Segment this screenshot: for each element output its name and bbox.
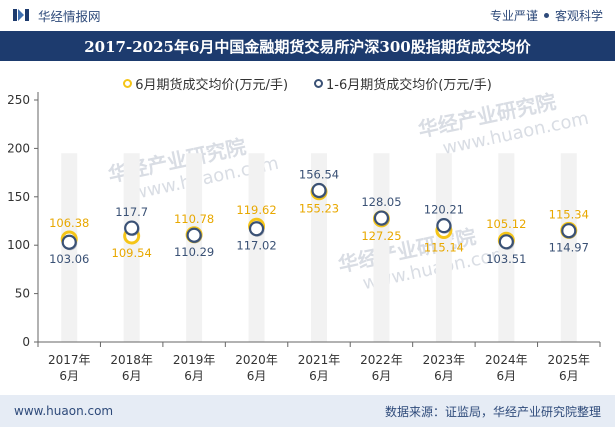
series2-data-label: 103.51 [486, 252, 526, 266]
series2-point [498, 234, 514, 250]
y-tick-label: 100 [7, 238, 30, 252]
footer-url: www.huaon.com [14, 404, 114, 418]
series2-data-label: 120.21 [424, 203, 464, 217]
legend-marker-series1-icon [123, 79, 133, 88]
footer-source: 数据来源：证监局，华经产业研究院整理 [384, 404, 601, 419]
category-band [311, 153, 327, 342]
tagline-right: 客观科学 [554, 8, 603, 23]
x-tick-label: 2021年 6月 [298, 353, 341, 383]
x-tick-label: 2019年 6月 [173, 353, 216, 383]
tagline-dot-icon [543, 12, 549, 18]
data-points [60, 182, 578, 251]
x-tick-label: 2020年 6月 [235, 353, 278, 383]
series2-point [311, 182, 327, 199]
category-band [186, 153, 203, 342]
series2-point [186, 227, 202, 243]
series2-point [373, 210, 390, 226]
tagline: 专业严谨 客观科学 [490, 7, 603, 24]
chart-legend: 6月期货成交均价(万元/手) 1-6月期货成交均价(万元/手) [0, 74, 615, 93]
series2-point [561, 223, 577, 239]
category-band [373, 153, 390, 342]
category-band [435, 153, 452, 342]
series2-point [124, 220, 140, 236]
series2-data-label: 117.02 [236, 239, 276, 253]
series1-data-label: 155.23 [299, 202, 339, 216]
category-bands [61, 153, 577, 342]
brand: 华经情报网 [12, 6, 101, 25]
tagline-left: 专业严谨 [489, 8, 538, 23]
series1-data-label: 115.34 [549, 207, 589, 221]
series2-data-label: 103.06 [49, 252, 89, 266]
series1-data-label: 110.78 [174, 212, 214, 226]
series1-data-label: 115.14 [424, 241, 464, 255]
legend-marker-series2-icon [314, 79, 324, 88]
legend-item-series1: 6月期货成交均价(万元/手) [123, 74, 288, 93]
footer: www.huaon.com 数据来源：证监局，华经产业研究院整理 [0, 395, 615, 427]
series1-data-label: 106.38 [49, 216, 89, 230]
y-tick-label: 250 [7, 93, 30, 107]
category-band [123, 153, 140, 342]
series2-data-label: 117.7 [115, 205, 148, 219]
series1-data-label: 127.25 [361, 229, 401, 243]
y-tick-label: 50 [15, 287, 30, 301]
x-tick-label: 2023年 6月 [423, 353, 466, 383]
x-tick-label: 2017年 6月 [48, 353, 91, 383]
y-tick-label: 150 [7, 190, 30, 204]
series2-data-label: 156.54 [299, 167, 339, 181]
category-band [560, 153, 577, 342]
legend-label-series2: 1-6月期货成交均价(万元/手) [326, 78, 492, 93]
series2-data-label: 110.29 [174, 245, 214, 259]
x-tick-label: 2018年 6月 [110, 353, 153, 383]
category-band [248, 153, 265, 342]
series1-data-label: 105.12 [486, 217, 526, 231]
series2-data-label: 114.97 [549, 241, 589, 255]
series1-data-label: 109.54 [112, 246, 152, 260]
series2-point [248, 221, 265, 237]
brand-name: 华经情报网 [38, 8, 101, 24]
legend-label-series1: 6月期货成交均价(万元/手) [135, 78, 289, 93]
top-bar: 华经情报网 专业严谨 客观科学 [0, 0, 615, 30]
y-tick-label: 200 [7, 141, 30, 155]
x-tick-label: 2025年 6月 [548, 353, 591, 383]
data-labels: 103.06 106.38 117.7 109.54 110.29 110.78 117.0… [49, 167, 589, 266]
y-axis: 0 50 100 150 200 250 [7, 92, 39, 349]
x-tick-label: 2022年 6月 [360, 353, 403, 383]
series2-data-label: 128.05 [361, 195, 401, 209]
x-axis: 2017年 6月 2018年 6月 2019年 6月 2020年 6月 2021年 6月 2022年… [37, 341, 601, 383]
legend-item-series2: 1-6月期货成交均价(万元/手) [314, 74, 492, 93]
huajing-logo-icon [13, 9, 29, 21]
series1-data-label: 119.62 [236, 203, 276, 217]
chart-plot: 华经产业研究院www.huaon.com华经产业研究院www.huaon.com… [7, 89, 601, 383]
y-tick-label: 0 [22, 335, 30, 349]
series2-point [436, 218, 452, 234]
series2-point [61, 234, 77, 250]
chart-title: 2017-2025年6月中国金融期货交易所沪深300股指期货成交均价 [0, 31, 615, 61]
x-tick-label: 2024年 6月 [485, 353, 528, 383]
